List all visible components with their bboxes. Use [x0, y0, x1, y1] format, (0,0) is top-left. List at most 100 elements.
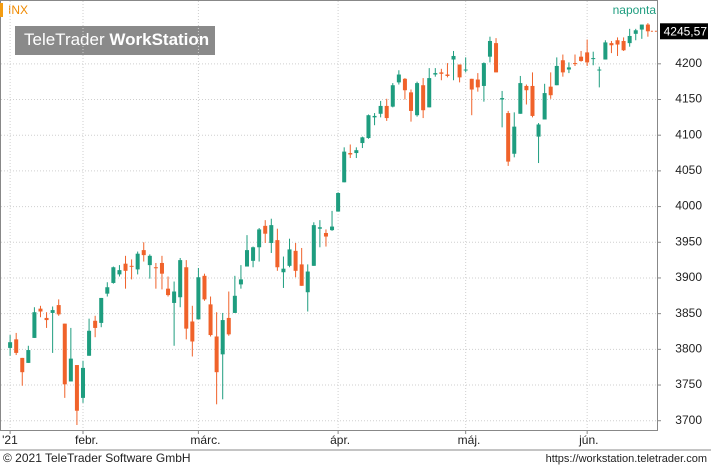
candle-body: [251, 247, 256, 261]
candle-body: [518, 83, 523, 114]
source-url: https://workstation.teletrader.com: [546, 453, 707, 465]
y-tick-label: 3950: [675, 234, 702, 248]
candle-body: [111, 267, 116, 283]
candle-body: [50, 310, 55, 313]
candle-body: [311, 225, 316, 266]
x-tick-label: '21: [2, 433, 18, 447]
candle-body: [305, 271, 310, 293]
candle-body: [500, 98, 505, 100]
candle-body: [14, 339, 19, 353]
candle-body: [512, 126, 517, 154]
last-price-label: 4245,57: [664, 24, 708, 38]
symbol: INX: [8, 3, 28, 17]
candle-body: [542, 93, 547, 120]
candle-body: [38, 308, 43, 312]
logo-brand: TeleTrader: [24, 30, 105, 49]
candle-body: [330, 226, 335, 231]
candle-body: [342, 151, 347, 183]
candle-body: [32, 312, 37, 338]
y-tick-label: 4200: [675, 56, 702, 70]
candle-body: [232, 295, 237, 313]
x-tick-label: márc.: [190, 433, 220, 447]
candle-body: [159, 262, 164, 274]
candle-body: [451, 55, 456, 60]
candle-body: [566, 67, 571, 70]
candle-body: [257, 229, 262, 248]
logo: TeleTrader WorkStation: [24, 30, 209, 49]
y-tick-label: 4150: [675, 92, 702, 106]
candle-body: [93, 320, 98, 328]
candle-body: [348, 153, 353, 155]
candle-body: [603, 42, 608, 60]
candle-body: [190, 321, 195, 342]
y-tick-label: 4000: [675, 199, 702, 213]
candle-body: [597, 69, 602, 71]
candle-body: [263, 225, 268, 234]
x-tick-label: máj.: [458, 433, 481, 447]
candle-body: [530, 85, 535, 116]
candle-body: [354, 150, 359, 154]
candle-body: [172, 291, 177, 303]
candle-body: [153, 267, 158, 269]
candle-body: [68, 358, 73, 382]
candle-body: [433, 73, 438, 75]
candle-body: [117, 270, 122, 275]
last-price-box: [660, 23, 708, 40]
symbol-marker: [0, 3, 3, 17]
candle-body: [572, 63, 578, 65]
candle-body: [415, 83, 420, 116]
candle-body: [585, 52, 590, 63]
candle-body: [633, 30, 638, 34]
candle-body: [536, 124, 541, 137]
candle-body: [396, 74, 401, 83]
candle-body: [299, 264, 304, 286]
candle-body: [56, 305, 61, 315]
candle-body: [494, 43, 499, 73]
candle-body: [87, 330, 92, 356]
candle-body: [202, 275, 207, 300]
y-tick-label: 3800: [675, 342, 702, 356]
candle-body: [439, 72, 444, 74]
candle-body: [579, 56, 584, 61]
candle-body: [269, 225, 274, 243]
candle-body: [402, 78, 407, 91]
plot-frame: [0, 0, 658, 431]
candle-body: [208, 304, 213, 336]
candle-body: [408, 92, 414, 111]
candle-body: [475, 79, 480, 88]
candle-body: [524, 85, 529, 91]
candle-body: [615, 40, 620, 45]
y-tick-label: 3700: [675, 413, 702, 427]
candle-body: [123, 263, 128, 271]
candle-body: [220, 320, 225, 355]
candle-body: [226, 317, 231, 335]
candle-body: [487, 40, 492, 57]
candle-body: [457, 64, 462, 78]
x-tick-label: jún.: [578, 433, 598, 447]
candle-body: [469, 78, 474, 90]
candle-body: [639, 24, 644, 30]
candle-body: [366, 115, 371, 139]
candle-body: [627, 35, 632, 44]
candle-body: [141, 250, 146, 256]
candle-body: [184, 267, 189, 329]
candle-body: [238, 279, 243, 285]
candle-body: [481, 63, 486, 86]
candle-body: [591, 58, 596, 60]
candle-body: [554, 65, 559, 86]
y-tick-label: 3850: [675, 306, 702, 320]
y-tick-label: 4100: [675, 127, 702, 141]
candle-body: [135, 253, 140, 270]
candle-body: [336, 193, 341, 212]
candle-body: [293, 250, 298, 271]
x-tick-label: febr.: [75, 433, 98, 447]
candle-body: [421, 85, 426, 111]
candle-body: [26, 350, 31, 363]
candle-body: [378, 105, 383, 114]
candle-body: [105, 287, 110, 294]
candle-body: [645, 24, 650, 32]
candle-body: [275, 240, 280, 268]
x-tick-label: ápr.: [330, 433, 350, 447]
